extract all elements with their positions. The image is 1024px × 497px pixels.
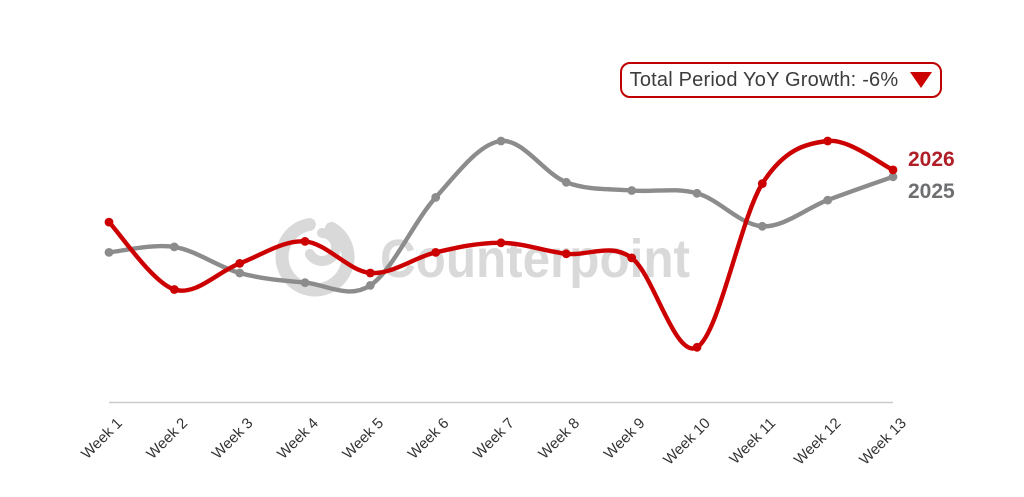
counterpoint-watermark: Counterpoint	[275, 218, 690, 297]
x-axis-label-week-3: Week 3	[209, 415, 257, 463]
yoy-growth-badge: Total Period YoY Growth: -6%	[620, 62, 942, 98]
yoy-growth-text: Total Period YoY Growth: -6%	[629, 68, 899, 91]
series-2025-point-week-5	[365, 281, 375, 290]
series-2026-point-week-1	[104, 217, 114, 227]
x-axis-label-week-7: Week 7	[470, 415, 518, 463]
x-axis-label-week-9: Week 9	[601, 415, 649, 463]
series-2026-point-week-2	[169, 285, 179, 294]
watermark-text: Counterpoint	[380, 229, 690, 289]
series-label-2026: 2026	[908, 148, 955, 171]
series-2026-point-week-4	[300, 237, 310, 246]
x-axis-label-week-10: Week 10	[660, 415, 714, 469]
counterpoint-logo-icon	[275, 218, 355, 297]
series-2026-point-week-5	[365, 268, 375, 278]
series-2026-point-week-7	[496, 238, 506, 248]
series-2026-point-week-8	[561, 249, 571, 259]
x-axis-label-week-13: Week 13	[856, 415, 910, 469]
series-2026-point-week-13	[888, 165, 898, 175]
series-2025-point-week-2	[169, 242, 179, 252]
series-2026-point-week-3	[235, 259, 245, 268]
x-axis-label-week-8: Week 8	[535, 415, 583, 463]
series-2026-point-week-9	[627, 253, 637, 263]
x-axis-label-week-11: Week 11	[726, 415, 779, 468]
down-triangle-icon	[910, 72, 933, 88]
x-axis-label-week-5: Week 5	[339, 415, 387, 463]
series-2025-point-week-12	[823, 195, 833, 205]
series-2025-point-week-1	[104, 248, 114, 257]
series-2025-point-week-7	[496, 136, 506, 146]
x-axis-label-week-2: Week 2	[143, 415, 191, 463]
series-2025-point-week-13	[888, 172, 898, 182]
series-2025-point-week-4	[300, 278, 310, 287]
series-2026-point-week-10	[692, 342, 702, 352]
series-2026-point-week-12	[823, 136, 833, 146]
x-axis-label-week-4: Week 4	[274, 415, 322, 463]
series-2026-point-week-6	[431, 248, 441, 257]
series-2025-point-week-8	[561, 177, 571, 187]
x-axis-label-week-1: Week 1	[78, 415, 126, 463]
series-2025-point-week-11	[757, 221, 767, 231]
x-axis-label-week-12: Week 12	[791, 415, 845, 469]
series-2025-point-week-9	[627, 186, 637, 195]
plot-area: Week 1 Week 2 Week 3 Week 4 Week 5 Week 6 Week…	[78, 136, 910, 469]
series-2025-point-week-6	[431, 193, 441, 202]
x-axis-label-week-6: Week 6	[405, 415, 453, 463]
series-2025-point-week-10	[692, 188, 702, 198]
series-2025-point-week-3	[235, 268, 245, 278]
series-label-2025: 2025	[908, 180, 955, 203]
series-2026-point-week-11	[757, 179, 767, 189]
